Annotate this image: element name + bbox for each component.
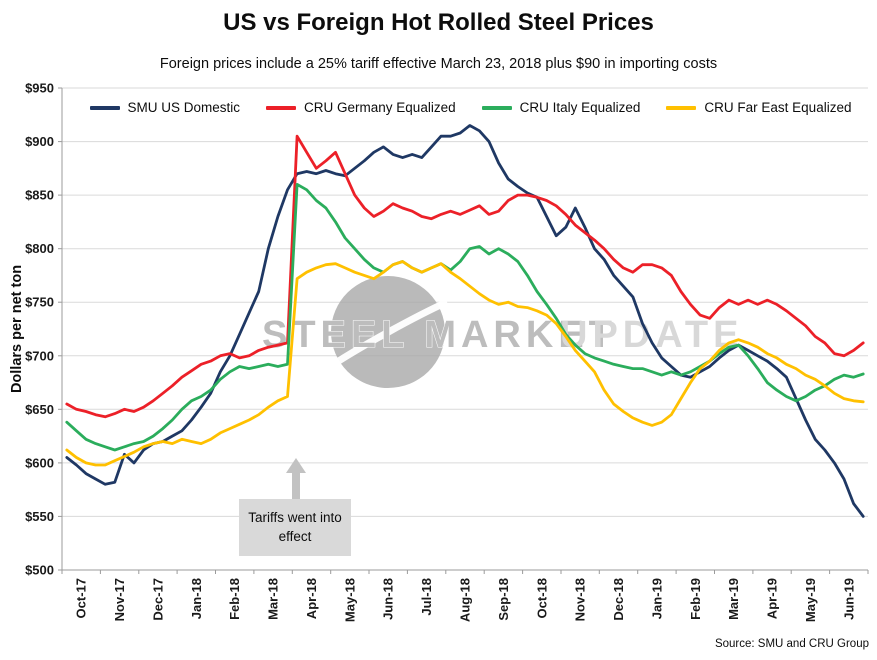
watermark-text-secondary: UPDATE bbox=[560, 314, 743, 356]
x-tick-label: May-18 bbox=[342, 578, 357, 622]
y-tick-label: $850 bbox=[25, 188, 54, 203]
x-tick-label: Jun-18 bbox=[381, 578, 396, 620]
legend-swatch-red bbox=[266, 105, 297, 110]
source-note: Source: SMU and CRU Group bbox=[714, 638, 869, 650]
series-line-0 bbox=[65, 124, 865, 518]
y-tick-label: $550 bbox=[25, 509, 54, 524]
legend-swatch-navy bbox=[89, 105, 120, 110]
x-tick-label: Mar-19 bbox=[726, 578, 741, 620]
tariff-annotation-box: Tariffs went into effect bbox=[239, 499, 351, 556]
y-tick-label: $700 bbox=[25, 348, 54, 363]
legend-label: CRU Far East Equalized bbox=[704, 100, 852, 115]
x-tick-label: Nov-17 bbox=[112, 578, 127, 621]
series-lines bbox=[65, 124, 865, 518]
x-tick-label: Apr-18 bbox=[304, 578, 319, 619]
x-tick-label: Sep-18 bbox=[496, 578, 511, 621]
x-tick-label: Dec-18 bbox=[611, 578, 626, 621]
y-tick-label: $950 bbox=[25, 81, 54, 96]
y-tick-label: $800 bbox=[25, 241, 54, 256]
x-tick-label: Dec-17 bbox=[151, 578, 166, 621]
chart-subtitle: Foreign prices include a 25% tariff effe… bbox=[159, 56, 718, 72]
legend-label: CRU Italy Equalized bbox=[519, 100, 641, 115]
legend-swatch-green bbox=[481, 105, 512, 110]
series-line-3 bbox=[65, 260, 865, 467]
legend-item-cru-far-east: CRU Far East Equalized bbox=[666, 100, 851, 115]
x-tick-label: Jan-18 bbox=[189, 578, 204, 619]
series-line-2 bbox=[65, 182, 865, 452]
legend-label: SMU US Domestic bbox=[127, 100, 241, 115]
x-tick-label: Oct-18 bbox=[534, 578, 549, 618]
x-axis-labels: Oct-17 Nov-17 Dec-17 Jan-18 Feb-18 Mar-18 Apr-… bbox=[74, 578, 857, 622]
x-tick-label: Jun-19 bbox=[841, 578, 856, 620]
x-tick-label: Apr-19 bbox=[765, 578, 780, 619]
x-tick-label: Nov-18 bbox=[573, 578, 588, 621]
legend-item-cru-italy: CRU Italy Equalized bbox=[481, 100, 641, 115]
y-tick-label: $500 bbox=[25, 563, 54, 578]
chart-legend: SMU US Domestic CRU Germany Equalized CR… bbox=[70, 100, 871, 115]
arrow-up-icon bbox=[286, 458, 306, 499]
legend-swatch-gold bbox=[666, 105, 697, 110]
y-tick-label: $750 bbox=[25, 295, 54, 310]
axes bbox=[61, 88, 869, 574]
y-tick-label: $900 bbox=[25, 134, 54, 149]
x-tick-label: Jan-19 bbox=[649, 578, 664, 619]
x-tick-label: Aug-18 bbox=[458, 578, 473, 622]
x-tick-label: Feb-19 bbox=[688, 578, 703, 620]
legend-label: CRU Germany Equalized bbox=[304, 100, 456, 115]
legend-item-cru-germany: CRU Germany Equalized bbox=[266, 100, 456, 115]
x-tick-label: Jul-18 bbox=[419, 578, 434, 616]
chart-title: US vs Foreign Hot Rolled Steel Prices bbox=[223, 9, 654, 36]
y-axis-title: Dollars per net ton bbox=[9, 264, 25, 394]
tariff-annotation-text: Tariffs went into effect bbox=[248, 509, 342, 544]
x-tick-label: May-19 bbox=[803, 578, 818, 622]
x-tick-label: Feb-18 bbox=[227, 578, 242, 620]
y-tick-label: $650 bbox=[25, 402, 54, 417]
legend-item-smu-us-domestic: SMU US Domestic bbox=[89, 100, 241, 115]
x-tick-label: Mar-18 bbox=[266, 578, 281, 620]
series-line-1 bbox=[65, 134, 865, 419]
x-tick-label: Oct-17 bbox=[74, 578, 89, 618]
y-tick-label: $600 bbox=[25, 455, 54, 470]
